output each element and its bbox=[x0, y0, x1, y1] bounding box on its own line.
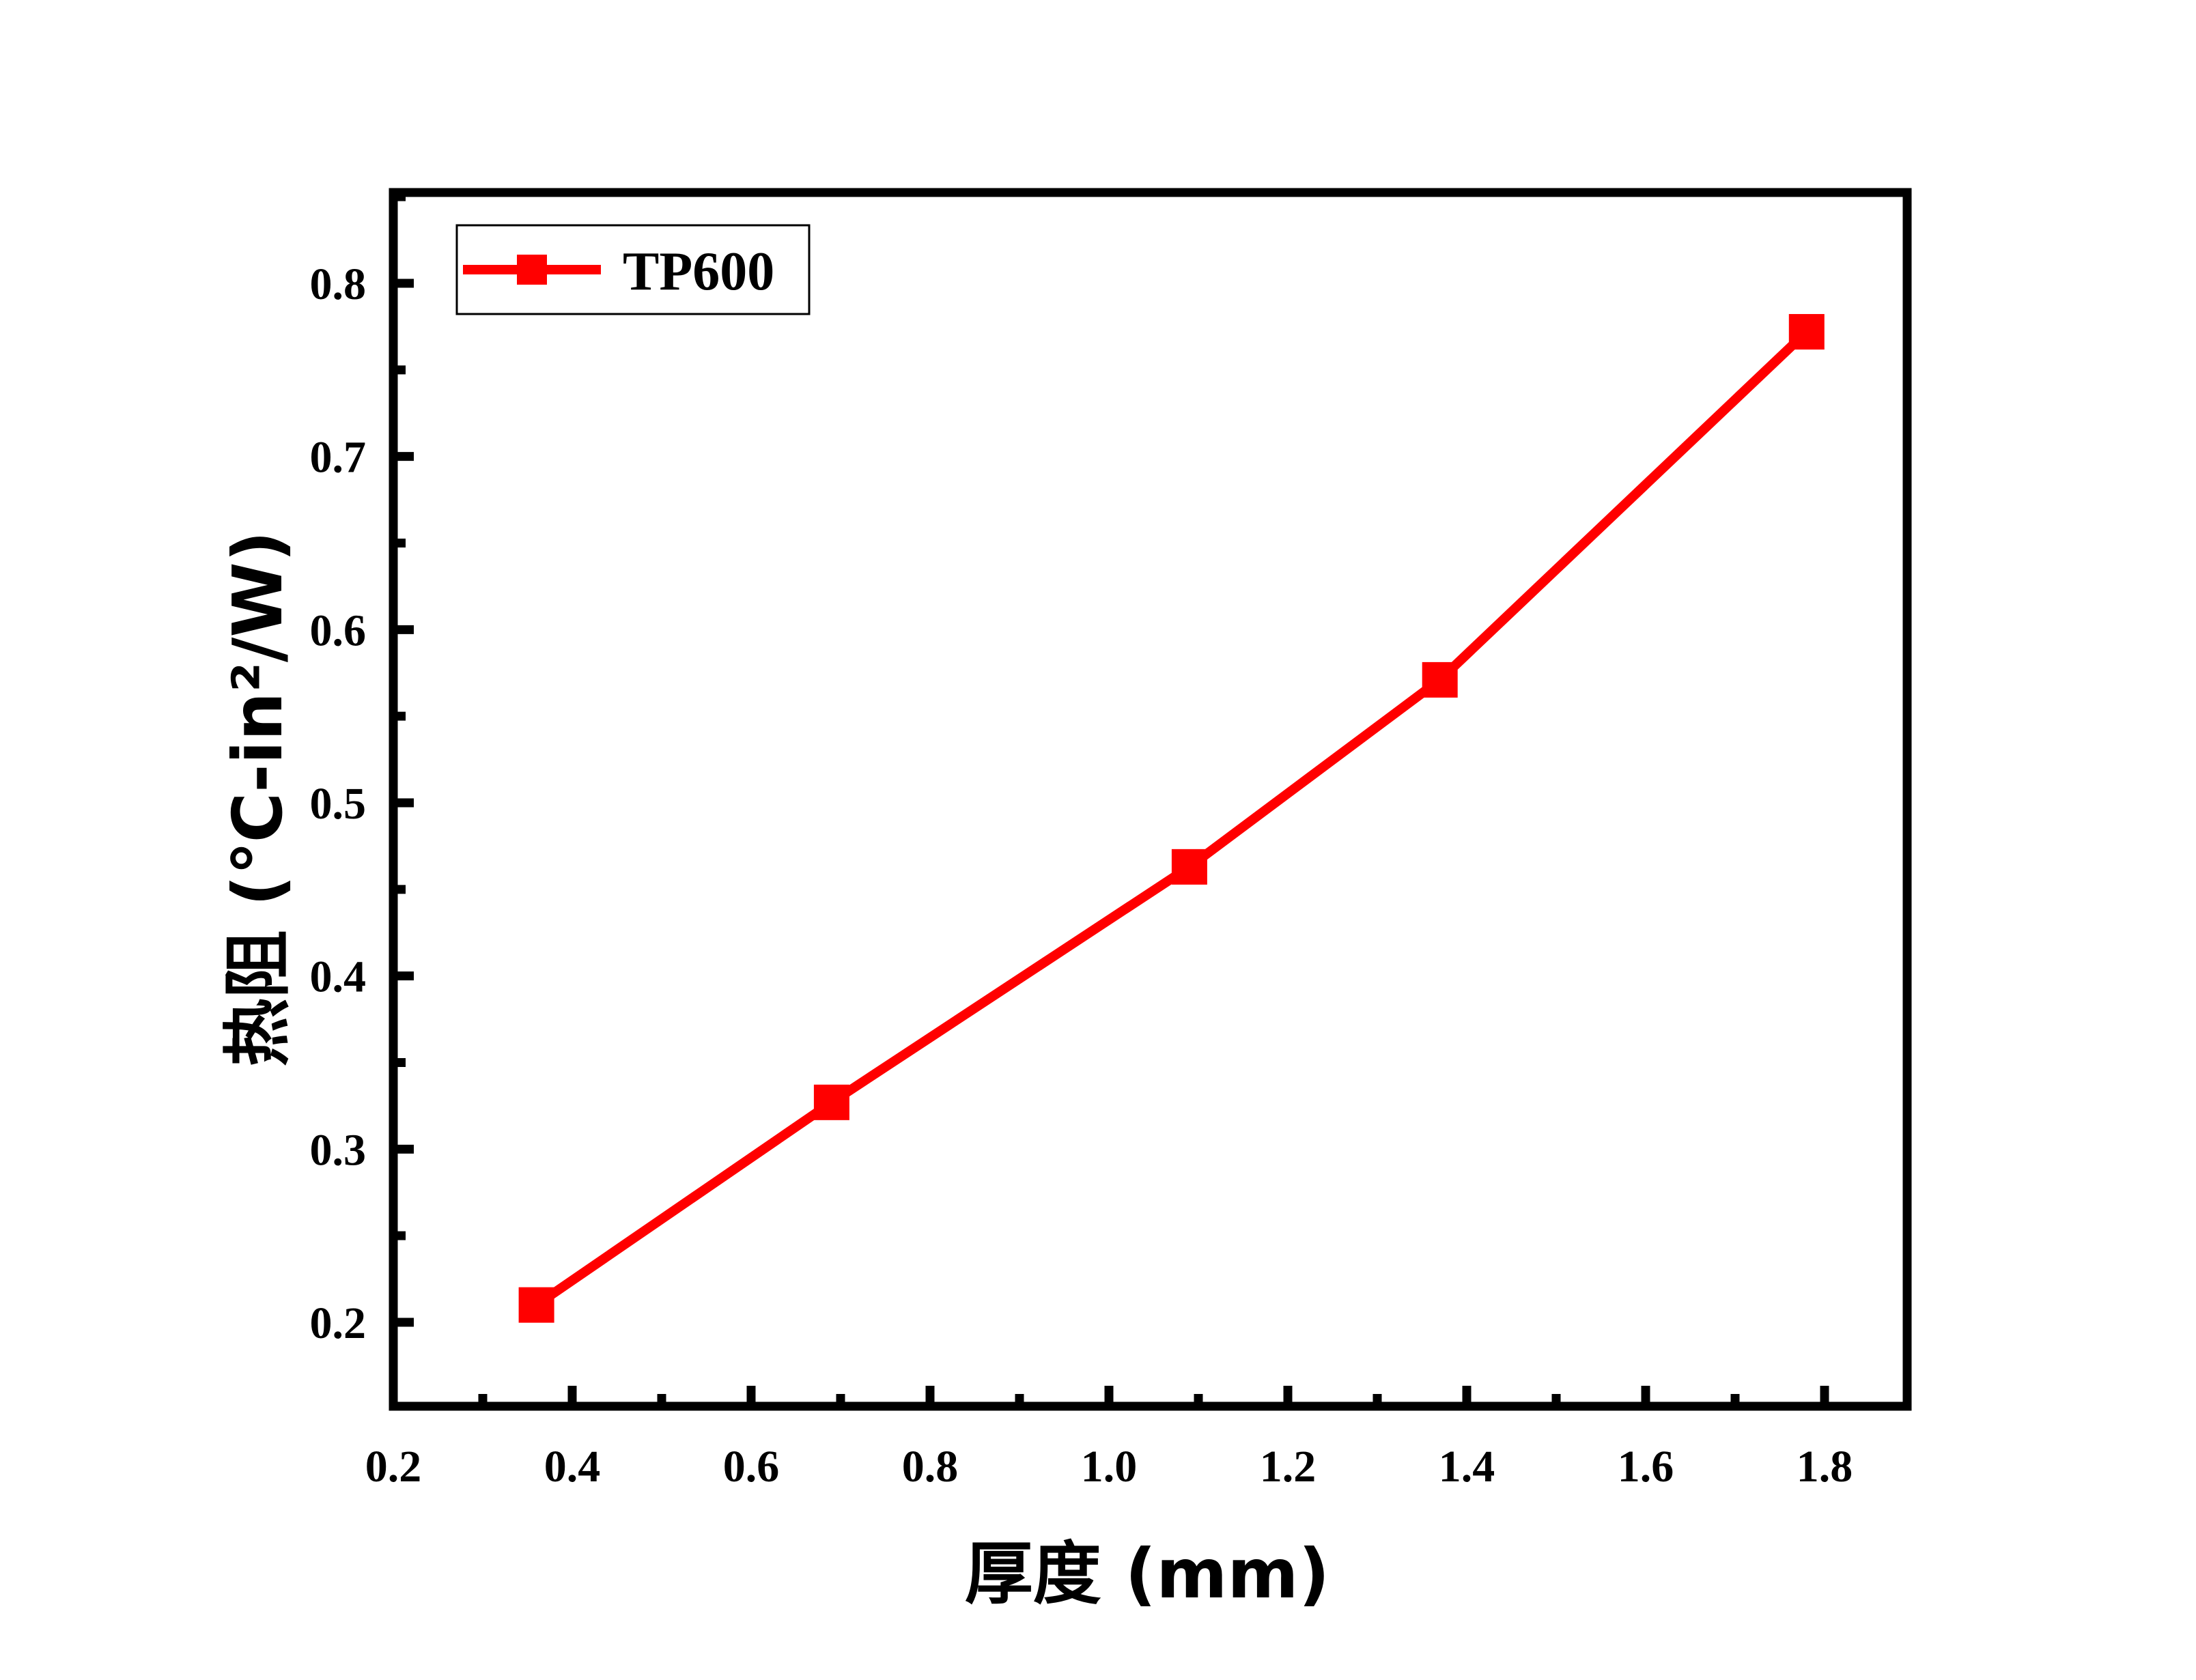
y-tick-label: 0.5 bbox=[310, 779, 367, 829]
data-point-marker bbox=[1788, 314, 1825, 350]
x-tick-label: 0.4 bbox=[544, 1442, 601, 1492]
x-tick-label: 1.0 bbox=[1081, 1442, 1138, 1492]
y-tick-label: 0.3 bbox=[310, 1125, 367, 1175]
x-axis-title: 厚度 (mm) bbox=[965, 1534, 1330, 1614]
plot-frame bbox=[389, 188, 1912, 1411]
legend: TP600 bbox=[455, 224, 811, 315]
x-tick-label: 1.2 bbox=[1260, 1442, 1317, 1492]
x-tick-label: 1.4 bbox=[1439, 1442, 1495, 1492]
data-point-marker bbox=[518, 1287, 554, 1323]
axis-ticks: 0.2 0.4 0.6 0.8 1.0 1.2 1.4 1.6 1.8 0.2 0.3 0.4 0.5 0… bbox=[310, 192, 1853, 1492]
y-tick-label: 0.6 bbox=[310, 606, 367, 655]
legend-marker-tp600 bbox=[517, 255, 547, 285]
y-axis-title: 热阻 (℃-in²/W) bbox=[218, 531, 298, 1067]
data-point-marker bbox=[1422, 661, 1458, 698]
y-tick-label: 0.4 bbox=[310, 952, 367, 1002]
x-tick-label: 1.6 bbox=[1618, 1442, 1674, 1492]
y-tick-label: 0.8 bbox=[310, 259, 367, 309]
y-tick-label: 0.2 bbox=[310, 1298, 367, 1348]
x-tick-label: 0.6 bbox=[723, 1442, 780, 1492]
x-tick-label: 0.8 bbox=[902, 1442, 959, 1492]
x-tick-label: 1.8 bbox=[1797, 1442, 1853, 1492]
x-tick-label: 0.2 bbox=[365, 1442, 422, 1492]
legend-label-tp600: TP600 bbox=[623, 242, 774, 302]
series-group bbox=[518, 314, 1825, 1323]
y-tick-label: 0.7 bbox=[310, 433, 367, 483]
data-point-marker bbox=[1171, 849, 1207, 885]
series-line-tp600 bbox=[533, 328, 1810, 1309]
data-point-marker bbox=[813, 1084, 849, 1120]
